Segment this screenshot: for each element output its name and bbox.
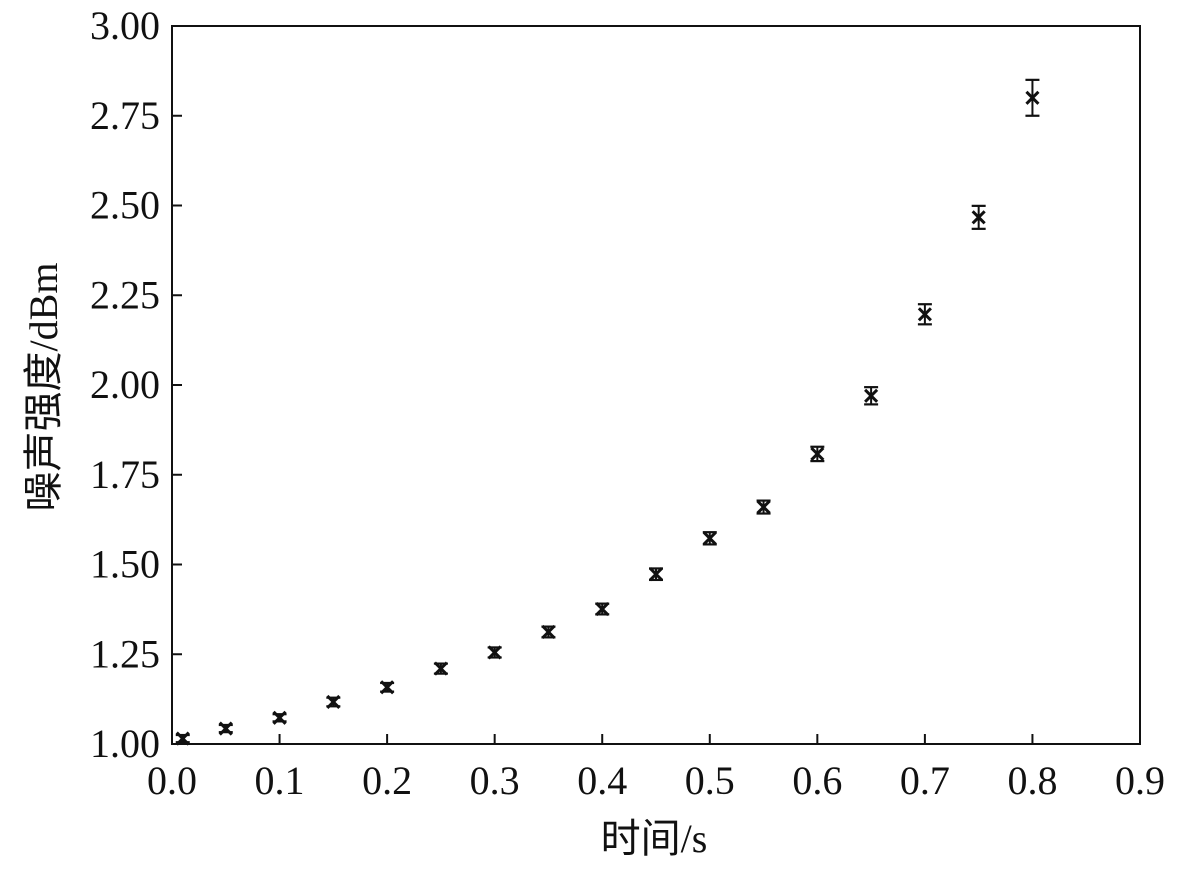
x-marker — [917, 307, 932, 322]
y-tick-label: 3.00 — [90, 3, 160, 48]
y-tick-label: 1.75 — [90, 452, 160, 497]
data-point — [175, 731, 190, 746]
data-point — [380, 680, 395, 695]
x-marker — [971, 210, 986, 225]
x-axis-title: 时间/s — [601, 816, 708, 861]
data-point — [595, 601, 610, 617]
x-tick-label: 0.3 — [470, 758, 520, 803]
data-point — [810, 445, 825, 463]
data-point — [218, 721, 233, 736]
data-point — [864, 386, 879, 406]
x-marker — [218, 721, 233, 736]
x-marker — [272, 710, 287, 725]
data-point — [971, 204, 986, 230]
x-tick-label: 0.2 — [362, 758, 412, 803]
y-tick-label: 2.75 — [90, 93, 160, 138]
data-point — [917, 303, 932, 326]
y-tick-label: 1.00 — [90, 721, 160, 766]
x-marker — [380, 680, 395, 695]
x-marker — [326, 694, 341, 710]
y-tick-label: 1.50 — [90, 542, 160, 587]
data-point — [648, 567, 664, 582]
y-tick-label: 1.25 — [90, 631, 160, 676]
x-axis-ticks: 0.0 0.1 0.2 0.3 0.4 0.5 0.6 0.7 0.8 0.9 — [147, 734, 1165, 803]
x-marker — [175, 731, 190, 746]
x-marker — [702, 531, 717, 546]
y-tick-label: 2.00 — [90, 362, 160, 407]
plot-border — [171, 25, 1141, 745]
x-marker — [487, 645, 502, 660]
x-marker — [810, 446, 825, 461]
x-tick-label: 0.4 — [577, 758, 627, 803]
x-marker — [433, 661, 448, 676]
x-marker — [1025, 90, 1040, 105]
x-tick-label: 0.7 — [900, 758, 950, 803]
data-points — [175, 78, 1040, 746]
x-tick-label: 0.1 — [255, 758, 305, 803]
x-marker — [648, 567, 664, 582]
data-point — [326, 694, 341, 710]
x-marker — [541, 624, 556, 640]
data-point — [702, 531, 717, 546]
x-marker — [756, 499, 771, 515]
x-marker — [864, 388, 879, 403]
x-tick-label: 0.8 — [1007, 758, 1057, 803]
data-point — [756, 499, 771, 515]
y-axis-ticks: 1.00 1.25 1.50 1.75 2.00 2.25 2.50 2.75 3.00 — [90, 3, 182, 766]
data-point — [433, 661, 448, 676]
x-tick-label: 0.0 — [147, 758, 197, 803]
plot-frame — [171, 25, 1141, 745]
y-tick-label: 2.25 — [90, 272, 160, 317]
x-tick-label: 0.5 — [685, 758, 735, 803]
data-point — [1025, 78, 1040, 117]
y-axis-title: 噪声强度/dBm — [21, 263, 66, 512]
data-point — [487, 645, 502, 660]
x-tick-label: 0.6 — [792, 758, 842, 803]
data-point — [272, 710, 287, 725]
y-tick-label: 2.50 — [90, 183, 160, 228]
x-marker — [595, 601, 610, 617]
x-tick-label: 0.9 — [1115, 758, 1165, 803]
data-point — [541, 624, 556, 640]
